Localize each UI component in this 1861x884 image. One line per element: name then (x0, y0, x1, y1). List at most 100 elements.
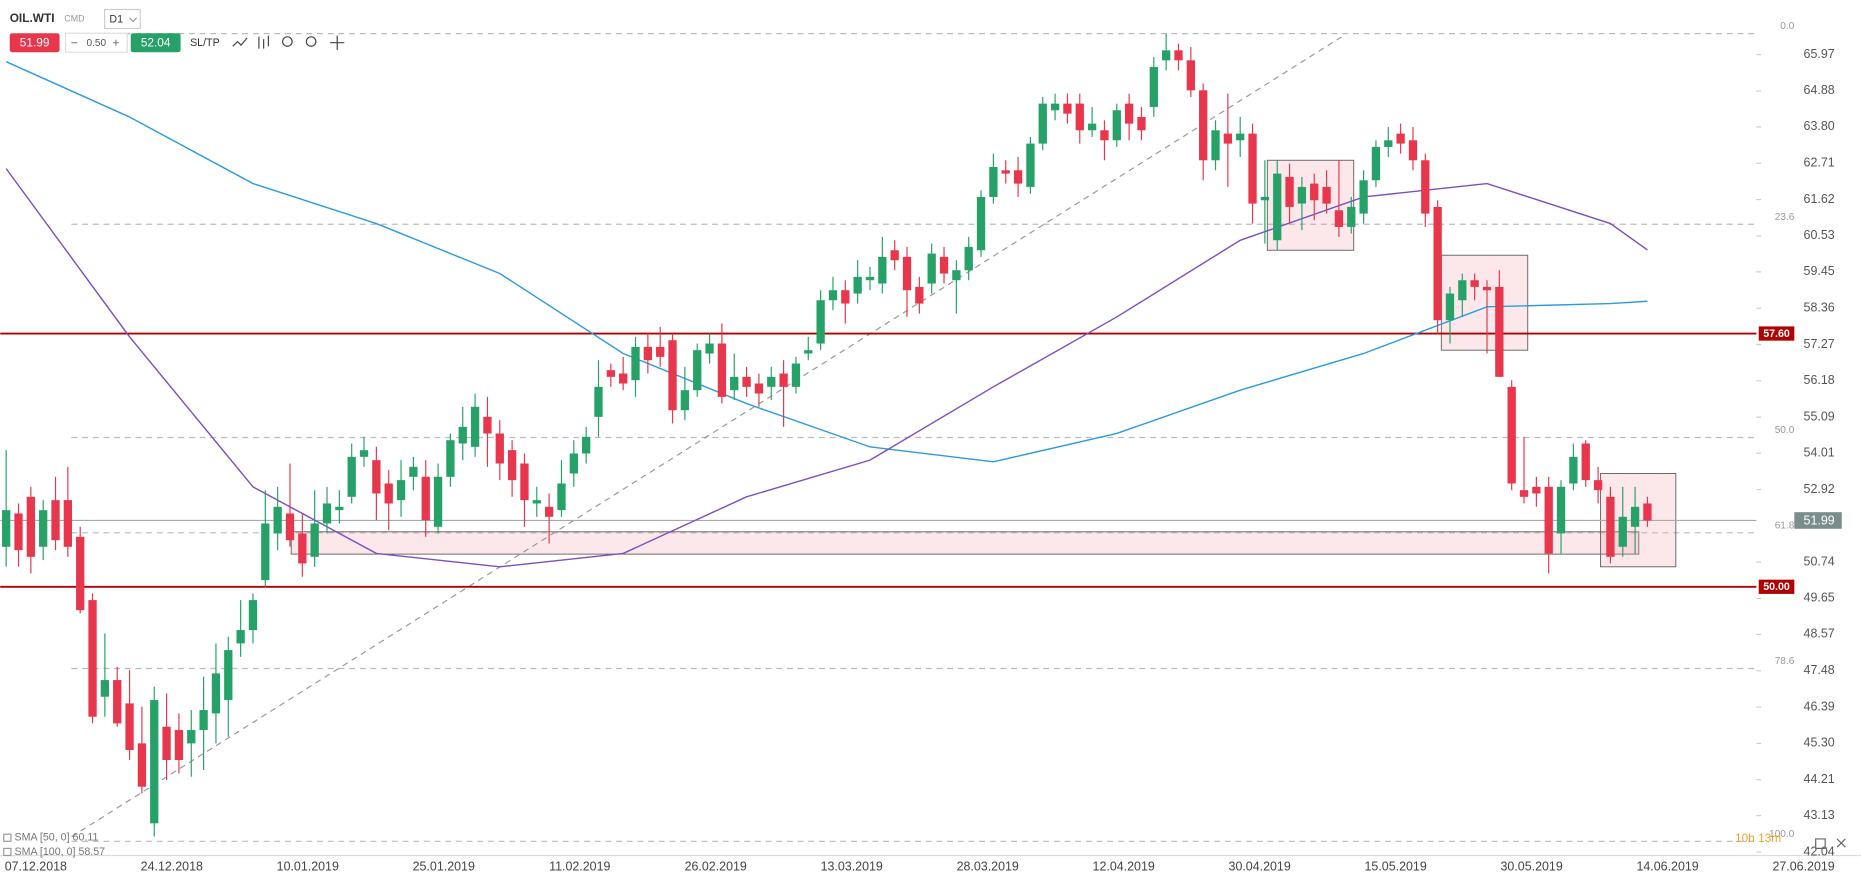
y-tick-label: 59.45 (1804, 264, 1835, 278)
candle-body (1137, 116, 1146, 131)
candle-body (643, 346, 653, 361)
x-tick-label: 30.04.2019 (1229, 860, 1291, 874)
candle-body (1445, 293, 1455, 321)
y-tick-label: 46.39 (1804, 699, 1835, 713)
candle-body (1593, 480, 1603, 491)
candle-body (1285, 176, 1294, 207)
x-tick-label: 13.03.2019 (821, 860, 883, 874)
candle-body (1421, 160, 1430, 214)
candle-body (396, 480, 406, 501)
candle-body (1273, 173, 1282, 241)
candle-body (1100, 130, 1109, 141)
candle-body (1630, 506, 1640, 527)
candle-body (1050, 103, 1060, 111)
y-tick-label: 42.04 (1804, 844, 1835, 858)
fib-label: 50.0 (1775, 425, 1795, 436)
candle-body (1322, 186, 1331, 204)
candle-body (1507, 386, 1516, 484)
zone (1440, 254, 1529, 351)
sma-legend-swatch (3, 833, 12, 842)
timeframe-select[interactable] (104, 8, 141, 30)
zoom-in-icon[interactable] (305, 36, 317, 47)
candle-body (939, 256, 949, 274)
candle-body (557, 483, 566, 511)
y-tick-label: 58.36 (1804, 300, 1835, 314)
candle-body (100, 680, 110, 697)
fib-label: 61.8 (1775, 520, 1795, 531)
candle-body (1063, 103, 1072, 114)
candle-body (1569, 456, 1578, 484)
candle-body (1038, 103, 1047, 144)
trendline (71, 36, 1342, 838)
y-tick-label: 45.30 (1804, 736, 1835, 750)
candle-body (730, 376, 739, 391)
candle-body (1149, 66, 1158, 107)
candle-body (742, 376, 751, 387)
candle-body (224, 650, 233, 701)
candle-body (150, 700, 159, 824)
candle-body (384, 483, 393, 504)
crosshair-icon[interactable] (330, 35, 345, 50)
candle-body (1087, 123, 1097, 131)
candle-body (1162, 50, 1171, 61)
y-tick-label: 64.88 (1804, 83, 1835, 97)
candle-body (693, 350, 702, 391)
candle-body (631, 346, 640, 381)
sell-button[interactable] (9, 33, 60, 53)
y-tick-label: 56.18 (1804, 373, 1835, 387)
candle-body (199, 710, 208, 731)
candle-body (754, 383, 764, 394)
candle-body (976, 196, 986, 251)
y-tick-label: 43.13 (1804, 808, 1835, 822)
y-tick-label: 54.01 (1804, 445, 1835, 459)
x-tick-label: 27.06.2019 (1772, 860, 1834, 874)
y-tick-label: 49.65 (1804, 591, 1835, 605)
x-tick-label: 30.05.2019 (1500, 860, 1562, 874)
candle-body (1112, 110, 1121, 141)
candle-body (1396, 133, 1405, 144)
candle-body (668, 340, 677, 411)
x-tick-label: 14.06.2019 (1636, 860, 1698, 874)
candle-body (162, 726, 171, 761)
indicator-icon[interactable] (258, 35, 269, 49)
candle-body (890, 250, 899, 261)
candle-body (1186, 60, 1195, 91)
candle-body (495, 433, 504, 464)
candle-body (310, 523, 319, 557)
buy-button[interactable] (130, 33, 181, 53)
candle-body (372, 460, 381, 494)
candle-body (125, 703, 134, 751)
sma-legend: SMA [100, 0] 58.57 (14, 846, 105, 858)
candle-body (1606, 496, 1615, 557)
chart-type-icon[interactable] (232, 37, 248, 47)
sma-name: SMA [100, 0] (14, 846, 75, 858)
candle-body (483, 416, 492, 434)
candle-body (791, 363, 801, 387)
candle-body (322, 503, 332, 524)
sltp-button[interactable]: SL/TP (190, 37, 220, 49)
candle-body (137, 743, 147, 787)
candle-body (520, 463, 529, 501)
panel-icons[interactable] (1815, 838, 1846, 849)
candle-body (989, 166, 998, 197)
plus-icon[interactable] (112, 39, 119, 46)
y-tick-label: 60.53 (1804, 228, 1835, 242)
candle-body (39, 510, 48, 547)
candle-body (1532, 486, 1541, 494)
candle-body (1470, 280, 1479, 287)
volume-box[interactable] (64, 32, 128, 53)
zoom-out-icon[interactable] (282, 36, 293, 47)
candle-body (76, 536, 85, 611)
volume: 0.50 (87, 38, 107, 49)
candle-body (878, 256, 887, 284)
y-tick-label: 57.27 (1804, 337, 1835, 351)
candle-body (828, 290, 838, 301)
symbol: OIL.WTI (10, 11, 55, 25)
x-tick-label: 24.12.2018 (141, 860, 203, 874)
candle-body (421, 476, 430, 521)
candle-body (347, 456, 356, 497)
candle-body (1384, 140, 1393, 147)
toolbar: OIL.WTI CMD D1 51.99 0.50 52.04 SL/TP (9, 8, 345, 53)
candle-body (865, 276, 875, 281)
